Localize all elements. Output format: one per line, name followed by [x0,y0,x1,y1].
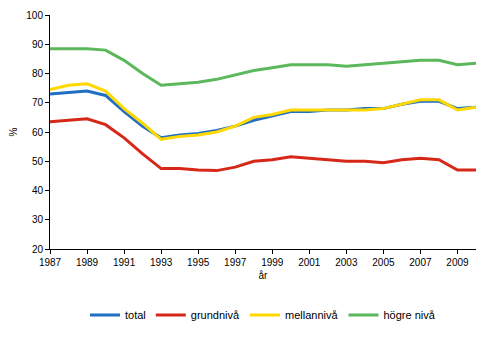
svg-text:70: 70 [32,97,44,108]
svg-text:år: år [259,270,269,281]
svg-text:1991: 1991 [113,257,136,268]
svg-text:mellannivå: mellannivå [285,309,338,321]
svg-text:80: 80 [32,68,44,79]
svg-text:1997: 1997 [224,257,247,268]
svg-text:100: 100 [26,10,43,21]
svg-text:total: total [125,309,146,321]
svg-text:%: % [8,127,19,136]
svg-text:1987: 1987 [39,257,62,268]
svg-text:grundnivå: grundnivå [191,309,240,321]
svg-text:2005: 2005 [372,257,395,268]
svg-text:50: 50 [32,156,44,167]
svg-text:1995: 1995 [187,257,210,268]
svg-text:1989: 1989 [76,257,99,268]
svg-text:2001: 2001 [298,257,321,268]
svg-text:60: 60 [32,127,44,138]
svg-text:2003: 2003 [335,257,358,268]
svg-text:högre nivå: högre nivå [383,309,435,321]
svg-text:1999: 1999 [261,257,284,268]
svg-text:2007: 2007 [409,257,432,268]
svg-text:30: 30 [32,214,44,225]
svg-text:1993: 1993 [150,257,173,268]
svg-text:2009: 2009 [446,257,469,268]
svg-text:40: 40 [32,185,44,196]
svg-text:90: 90 [32,39,44,50]
svg-text:20: 20 [32,244,44,255]
